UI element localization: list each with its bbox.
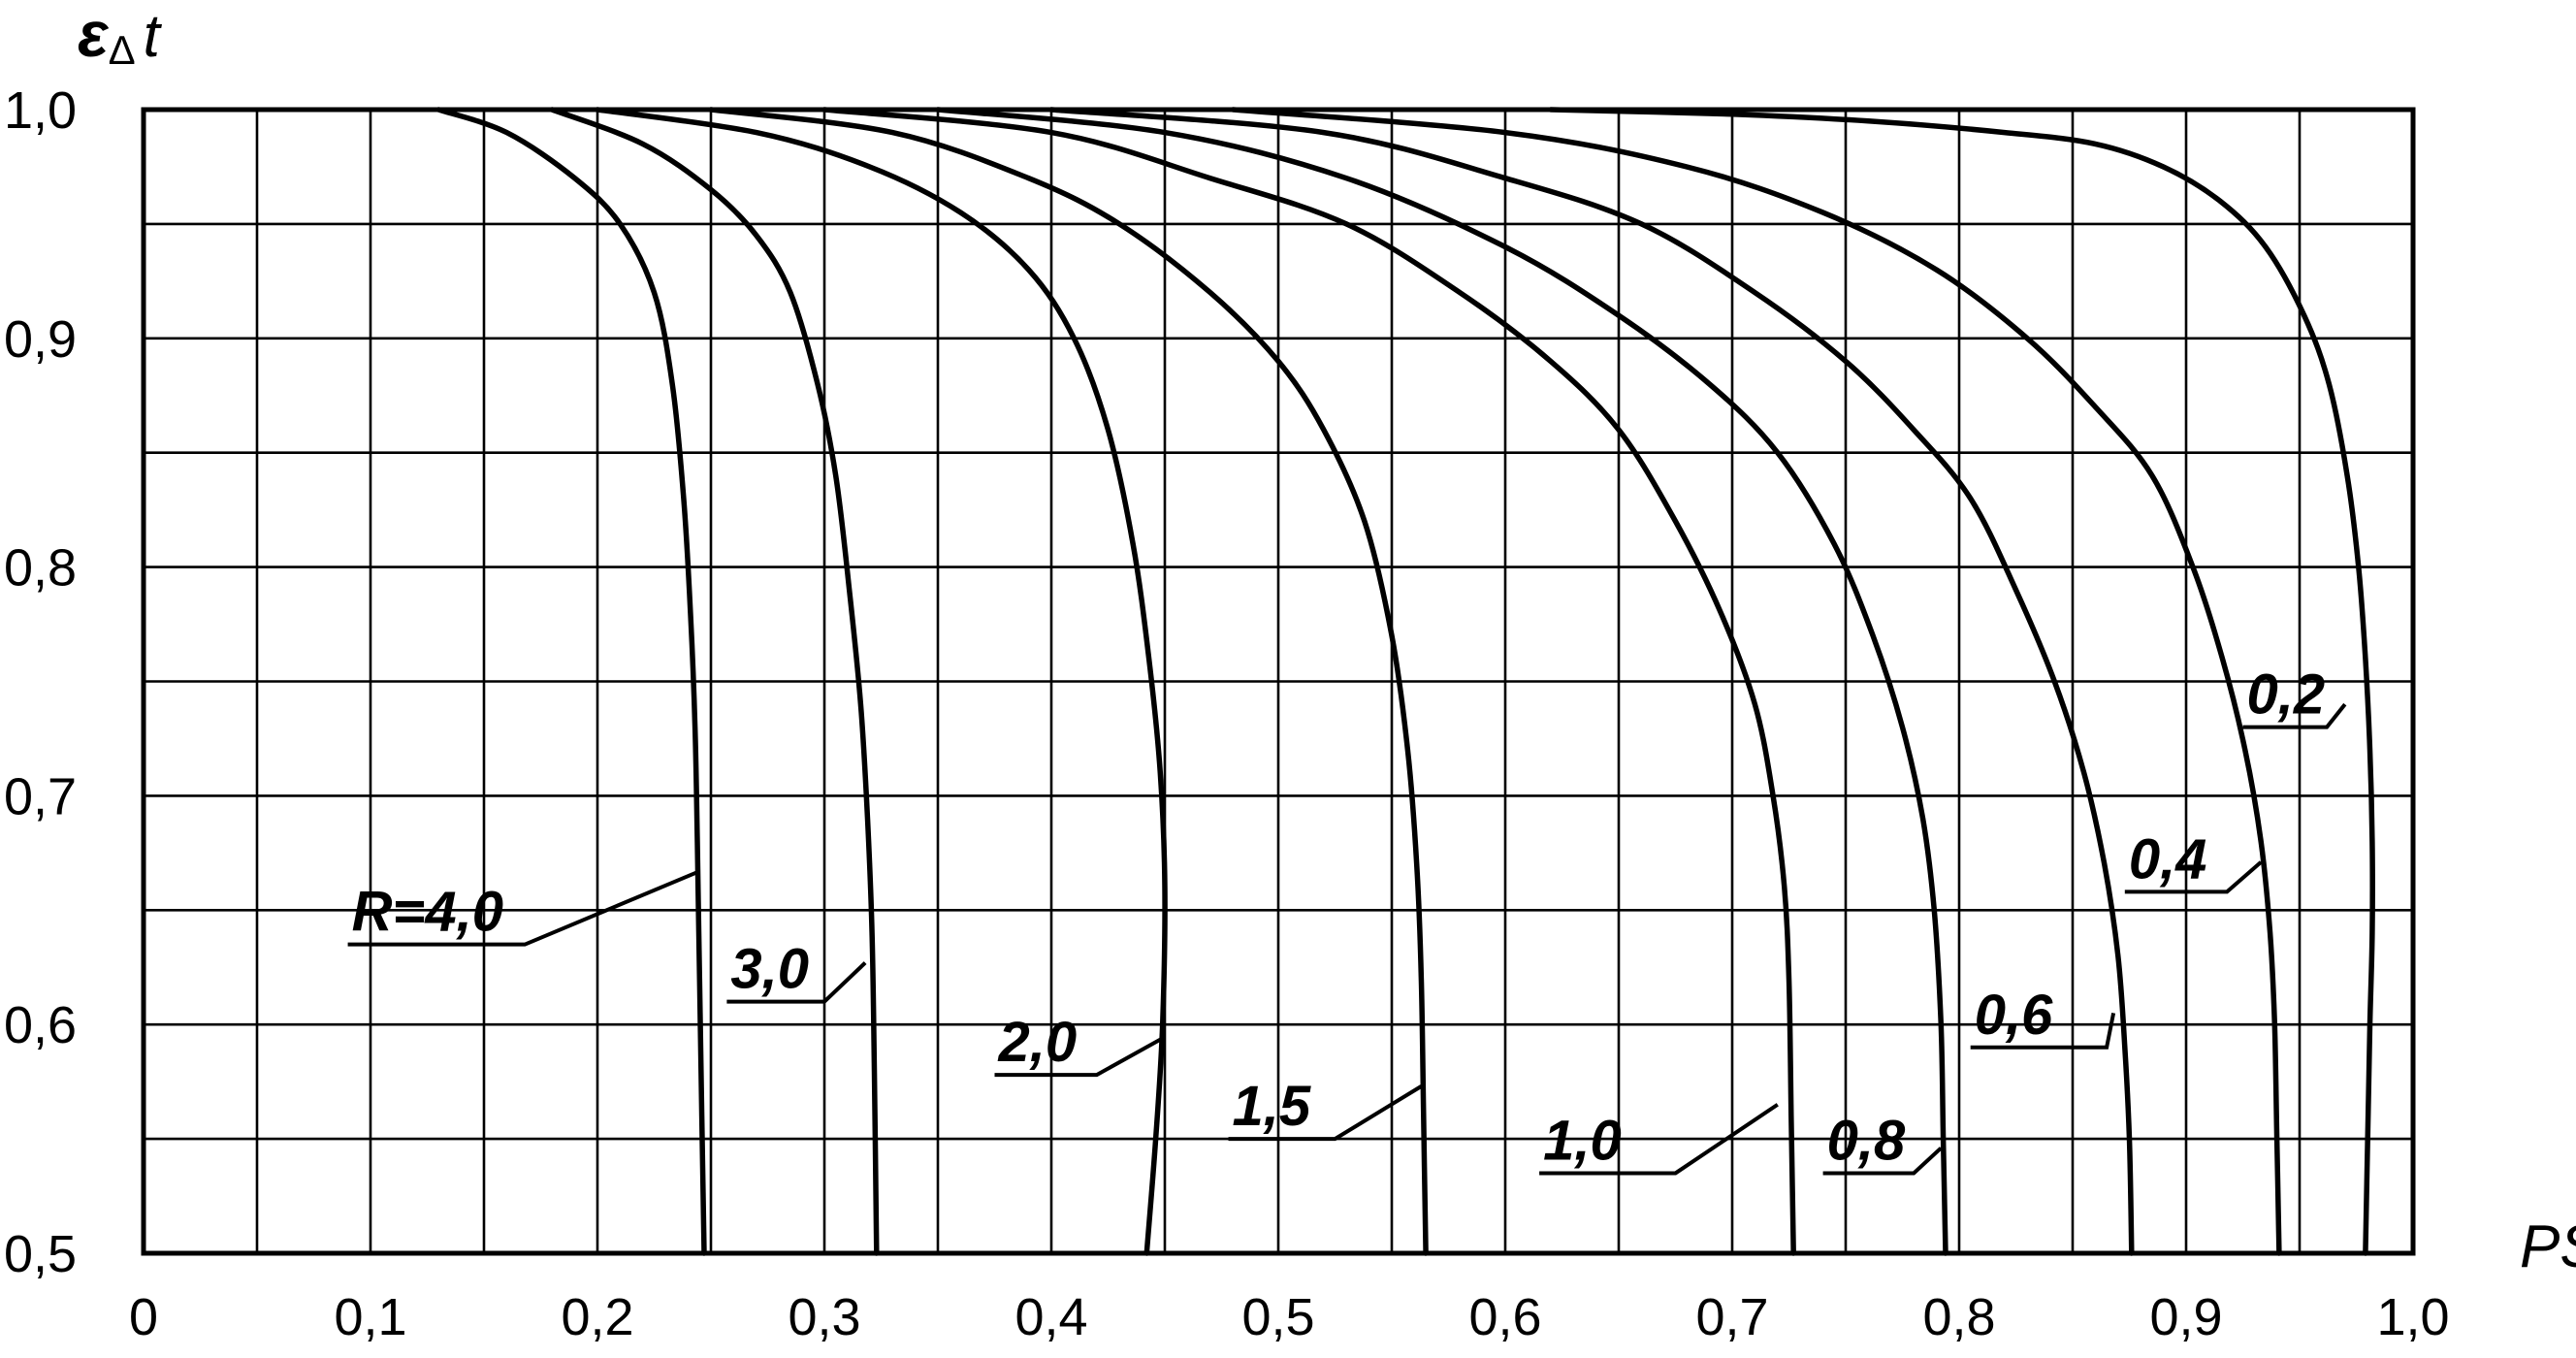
label-leader (2242, 702, 2347, 729)
series-label: 1,5 (1233, 1075, 1311, 1138)
series-line (1048, 107, 2135, 1256)
series-line (549, 107, 880, 1256)
x-tick-label: 0,5 (1241, 1288, 1314, 1346)
label-leader (1228, 1084, 1423, 1142)
series-label: 1,0 (1543, 1109, 1622, 1172)
y-axis-title-main: ε (78, 0, 110, 70)
x-tick-labels: 0 0,1 0,2 0,3 0,4 0,5 0,6 0,7 0,8 0,9 1,0 (129, 1288, 2450, 1346)
label-leader (1539, 1103, 1779, 1176)
y-tick-label: 0,7 (4, 767, 77, 825)
label-leader (2124, 860, 2263, 894)
y-tick-label: 1,0 (4, 81, 77, 140)
label-leader (347, 869, 701, 947)
series-line (1230, 107, 2282, 1256)
x-tick-label: 0,2 (561, 1288, 633, 1346)
y-axis-title-tail: t (144, 3, 163, 70)
x-tick-label: 0,6 (1468, 1288, 1541, 1346)
series-label: 3,0 (730, 938, 809, 1001)
x-tick-label: 0,4 (1014, 1288, 1087, 1346)
series-label: 0,2 (2247, 663, 2326, 727)
x-axis-title: PS (2520, 1213, 2576, 1280)
y-tick-labels: 0,5 0,6 0,7 0,8 0,9 1,0 (4, 81, 77, 1283)
x-tick-label: 0,9 (2149, 1288, 2222, 1346)
series-line (435, 107, 707, 1256)
plot-frame (141, 107, 2416, 1256)
x-tick-label: 0,8 (1922, 1288, 1995, 1346)
label-leader (994, 1036, 1164, 1078)
series-line (708, 107, 1429, 1256)
grid (144, 110, 2413, 1253)
y-tick-label: 0,9 (4, 310, 77, 369)
series-label: 0,6 (1975, 984, 2053, 1047)
series-label: 0,4 (2129, 827, 2207, 890)
x-tick-label: 1,0 (2376, 1288, 2449, 1346)
series-line (935, 107, 1948, 1256)
label-leader (1822, 1147, 1943, 1176)
series-label: 2,0 (998, 1011, 1078, 1074)
series-line (1548, 107, 2375, 1256)
y-axis-title-sub: Δ (109, 27, 136, 73)
series-label: R=4,0 (352, 881, 503, 944)
y-tick-label: 0,6 (4, 996, 77, 1054)
curves (435, 107, 2375, 1256)
y-axis-title: εΔ t (78, 0, 163, 73)
x-tick-label: 0 (129, 1288, 158, 1346)
series-line (595, 107, 1168, 1256)
x-tick-label: 0,7 (1695, 1288, 1768, 1346)
curve-labels: R=4,0 3,0 2,0 1,5 1,0 0,8 0,6 0,4 0,2 (347, 663, 2347, 1176)
series-line (821, 107, 1796, 1256)
label-leader (726, 961, 867, 1004)
label-leader (1970, 1013, 2116, 1050)
y-tick-label: 0,8 (4, 539, 77, 598)
x-tick-label: 0,1 (334, 1288, 406, 1346)
series-label: 0,8 (1827, 1109, 1906, 1172)
y-tick-label: 0,5 (4, 1225, 77, 1283)
x-tick-label: 0,3 (788, 1288, 860, 1346)
